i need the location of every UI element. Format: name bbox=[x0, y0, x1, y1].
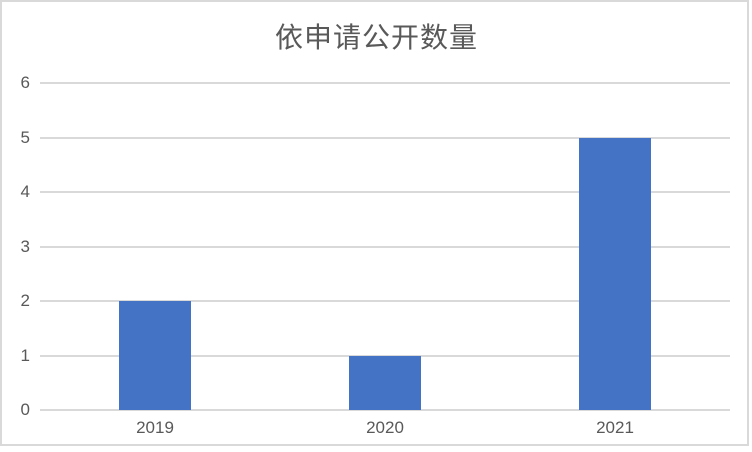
y-tick-label: 4 bbox=[20, 182, 30, 201]
bar-2021 bbox=[579, 137, 651, 410]
y-tick-label: 3 bbox=[20, 236, 30, 256]
bar-2019 bbox=[119, 301, 191, 410]
bar-2020 bbox=[349, 355, 421, 410]
y-tick-label: 2 bbox=[20, 291, 30, 310]
y-tick-label: 6 bbox=[20, 73, 30, 92]
x-axis-line bbox=[40, 409, 730, 411]
gridline bbox=[40, 82, 730, 84]
chart-title: 依申请公开数量 bbox=[274, 22, 478, 53]
gridline bbox=[40, 191, 730, 193]
x-tick-label: 2021 bbox=[596, 418, 634, 437]
y-tick-label: 1 bbox=[20, 345, 30, 365]
gridline bbox=[40, 245, 730, 248]
y-tick-label: 5 bbox=[20, 127, 30, 147]
x-tick-label: 2020 bbox=[366, 418, 404, 437]
gridline bbox=[40, 300, 730, 302]
x-tick-label: 2019 bbox=[136, 418, 174, 437]
gridline bbox=[40, 136, 730, 139]
y-tick-label: 0 bbox=[20, 400, 30, 419]
